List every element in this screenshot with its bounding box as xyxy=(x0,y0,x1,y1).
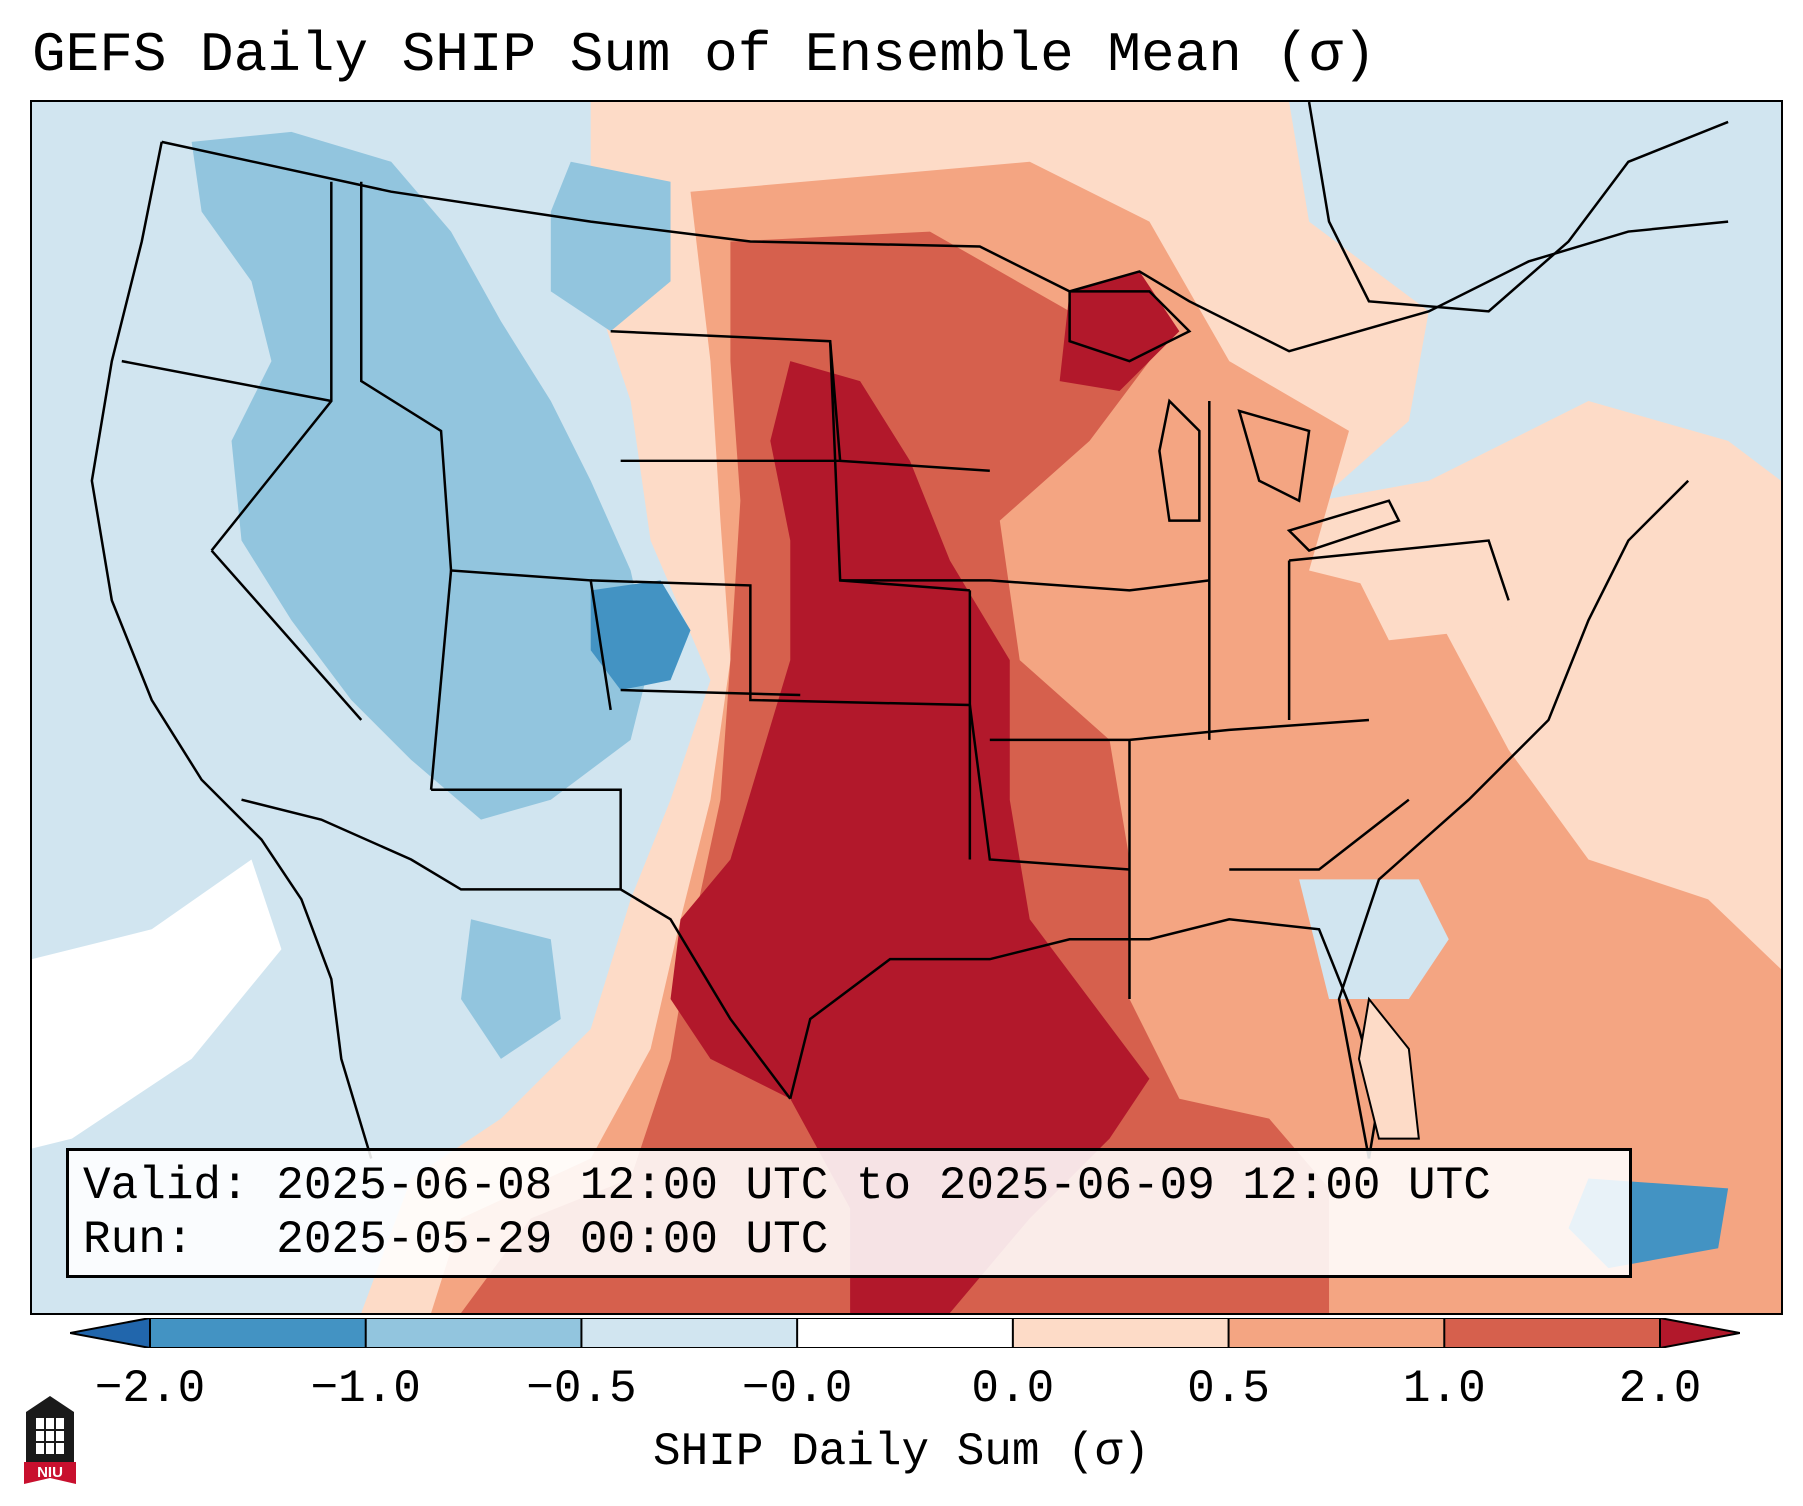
border-canada-us xyxy=(161,140,1729,353)
valid-label: Valid: xyxy=(83,1160,249,1212)
coast-atlantic xyxy=(1337,479,1690,1159)
border-nm xyxy=(431,788,622,890)
field-neutral-sw xyxy=(32,859,282,1149)
colorbar-tick-label: 0.0 xyxy=(971,1363,1055,1415)
border-mo-ia xyxy=(840,579,1210,592)
colorbar-segment xyxy=(797,1318,1014,1348)
logo-text: NIU xyxy=(37,1464,63,1481)
colorbar-segment xyxy=(581,1318,798,1348)
border-tn xyxy=(989,718,1370,742)
border-ga-sc xyxy=(1229,798,1410,871)
border-co-nm xyxy=(620,688,801,697)
border-pa-ny xyxy=(1289,539,1510,601)
colorbar-label: SHIP Daily Sum (σ) xyxy=(653,1426,1150,1478)
colorbar-tick-label: −0.5 xyxy=(526,1363,637,1415)
colorbar-tick-label: 0.5 xyxy=(1187,1363,1270,1415)
colorbar-tick-label: 1.0 xyxy=(1402,1363,1486,1415)
lake-superior xyxy=(1068,290,1192,363)
chart-title: GEFS Daily SHIP Sum of Ensemble Mean (σ) xyxy=(32,23,1377,87)
colorbar-tick-label: −2.0 xyxy=(94,1363,206,1415)
colorbar-segment xyxy=(150,1318,367,1348)
field-positive-max xyxy=(670,361,1150,1313)
field-negative-light-north xyxy=(550,161,671,332)
colorbar-ticks xyxy=(149,1318,1661,1348)
colorbar-tick-label: 2.0 xyxy=(1618,1363,1702,1415)
colorbar-segment xyxy=(1012,1318,1230,1348)
valid-run-info-box: Valid: 2025-06-08 12:00 UTC to 2025-06-0… xyxy=(66,1148,1632,1278)
lake-erie xyxy=(1286,499,1401,552)
field-neutral-florida xyxy=(1299,879,1449,1000)
colorbar-segment xyxy=(365,1318,582,1348)
border-ut-az xyxy=(429,570,453,790)
run-label: Run: xyxy=(83,1214,194,1266)
field-negative-light-mexico xyxy=(461,919,561,1059)
run-value: 2025-05-29 00:00 UTC xyxy=(276,1214,829,1266)
florida xyxy=(1357,996,1420,1140)
map-panel xyxy=(30,100,1783,1315)
valid-value: 2025-06-08 12:00 UTC to 2025-06-09 12:00… xyxy=(276,1160,1491,1212)
logo-window xyxy=(36,1418,64,1454)
border-mexico xyxy=(241,798,792,1100)
logo-window-grid xyxy=(36,1418,64,1454)
coast-pacific xyxy=(90,141,373,1159)
colorbar-extend-min xyxy=(70,1318,151,1348)
border-id xyxy=(210,181,333,552)
colorbar xyxy=(70,1318,1740,1348)
boundaries xyxy=(90,102,1729,1159)
lake-michigan xyxy=(1158,398,1201,522)
border-ca-nv xyxy=(210,549,363,721)
colorbar-segment xyxy=(1228,1318,1445,1348)
niu-logo: NIU xyxy=(24,1396,76,1484)
colorbar-tick-label: −1.0 xyxy=(310,1363,421,1415)
colorbar-segments xyxy=(70,1318,1740,1348)
border-ks-ok xyxy=(590,579,1130,871)
logo-banner xyxy=(24,1462,76,1484)
colorbar-tick-label: −0.0 xyxy=(741,1363,853,1415)
colorbar-extend-max xyxy=(1659,1318,1740,1348)
field-negative-light xyxy=(191,131,651,820)
field-negative-medium xyxy=(590,580,691,691)
border-or-ca xyxy=(121,359,332,403)
border-quebec xyxy=(1307,102,1729,313)
border-dakotas xyxy=(610,329,990,473)
lake-huron xyxy=(1237,409,1311,503)
border-mt-wy xyxy=(359,181,612,711)
field-positive-light-pa xyxy=(1348,540,1569,641)
ship-field-map xyxy=(32,102,1781,1313)
colorbar-segment xyxy=(1444,1318,1661,1348)
